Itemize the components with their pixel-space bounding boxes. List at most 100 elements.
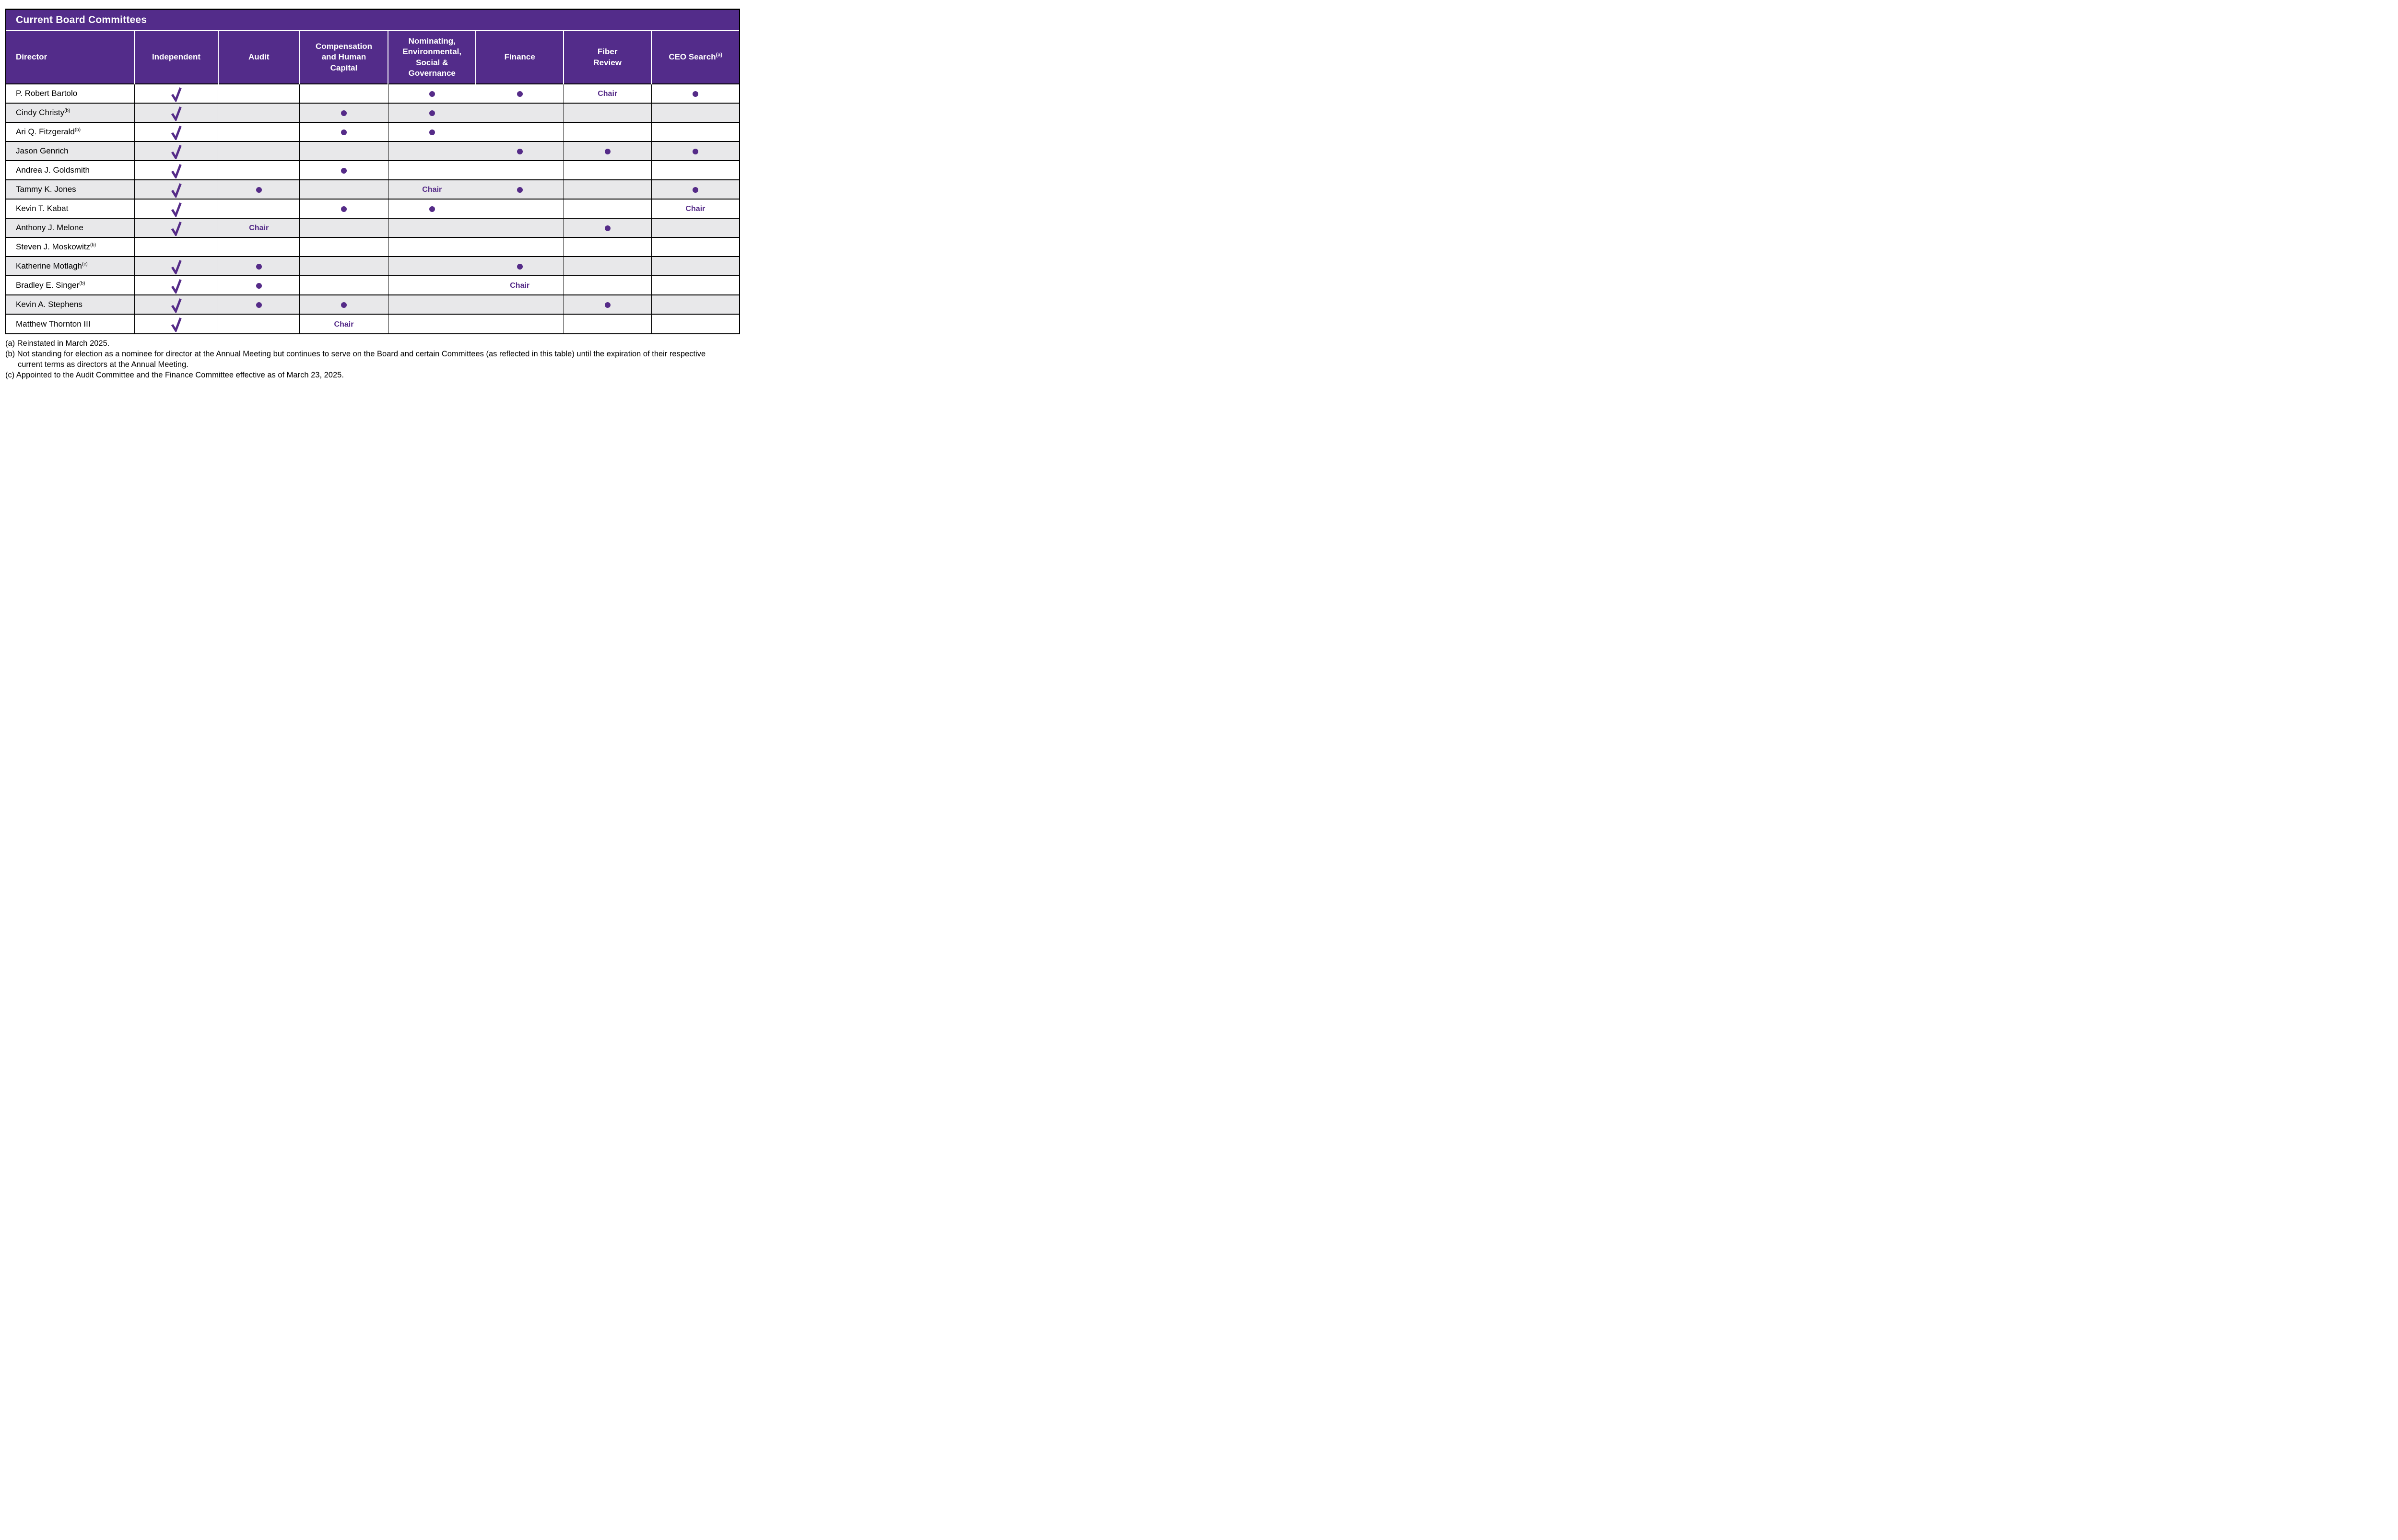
cell-nesg: Chair: [388, 179, 476, 199]
cell-finance: [475, 199, 564, 218]
header-row: Director Independent Audit Compensation and …: [6, 31, 739, 84]
independent-check-icon: [171, 106, 182, 121]
cell-finance: [475, 122, 564, 141]
table-row: Bradley E. Singer(b) Chair: [6, 275, 739, 295]
column-header-fiber: Fiber Review: [563, 31, 652, 84]
cell-ceo: [651, 314, 739, 333]
cell-finance: [475, 83, 564, 103]
committees-table: Director Independent Audit Compensation and …: [6, 31, 739, 333]
independent-check-icon: [171, 164, 182, 178]
cell-comp: [299, 103, 388, 122]
member-dot-icon: [341, 302, 347, 308]
table-row: Ari Q. Fitzgerald(b): [6, 122, 739, 141]
member-dot-icon: [604, 225, 611, 231]
superscript: (b): [79, 281, 85, 286]
cell-ceo: [651, 122, 739, 141]
cell-director: Cindy Christy(b): [6, 103, 135, 122]
cell-fiber: [563, 141, 652, 161]
director-name: Matthew Thornton III: [16, 319, 91, 329]
footnote-a: (a) Reinstated in March 2025.: [5, 339, 110, 348]
cell-fiber: [563, 179, 652, 199]
cell-ceo: [651, 256, 739, 276]
column-header-nesg: Nominating, Environmental, Social & Governa…: [388, 31, 476, 84]
cell-finance: [475, 256, 564, 276]
cell-comp: [299, 199, 388, 218]
cell-independent: [134, 294, 218, 314]
director-name: Ari Q. Fitzgerald: [16, 127, 75, 136]
cell-comp: [299, 122, 388, 141]
superscript: (a): [716, 52, 723, 58]
independent-check-icon: [171, 298, 182, 313]
chair-label: Chair: [249, 224, 269, 232]
column-header-audit: Audit: [217, 31, 300, 84]
cell-director: Tammy K. Jones: [6, 179, 135, 199]
member-dot-icon: [692, 148, 698, 154]
cell-audit: [218, 314, 300, 333]
chair-label: Chair: [334, 320, 354, 329]
cell-comp: [299, 218, 388, 237]
cell-comp: [299, 275, 388, 295]
cell-nesg: [388, 314, 476, 333]
director-name: Bradley E. Singer: [16, 281, 80, 290]
member-dot-icon: [341, 129, 347, 135]
member-dot-icon: [429, 206, 435, 212]
cell-director: Kevin T. Kabat: [6, 199, 135, 218]
cell-ceo: [651, 237, 739, 257]
cell-independent: [134, 275, 218, 295]
independent-check-icon: [171, 259, 182, 274]
cell-finance: [475, 314, 564, 333]
cell-independent: [134, 160, 218, 180]
cell-director: Katherine Motlagh(c): [6, 256, 135, 276]
column-header-comp: Compensation and Human Capital: [299, 31, 388, 84]
independent-check-icon: [171, 183, 182, 198]
cell-nesg: [388, 103, 476, 122]
table-row: Cindy Christy(b): [6, 103, 739, 122]
cell-independent: [134, 314, 218, 333]
cell-nesg: [388, 199, 476, 218]
cell-fiber: Chair: [563, 83, 652, 103]
chair-label: Chair: [598, 90, 618, 98]
cell-fiber: [563, 218, 652, 237]
table-body: P. Robert Bartolo Chair Cindy Christy(b) Ar…: [6, 83, 739, 333]
superscript: (c): [82, 261, 88, 267]
cell-finance: [475, 179, 564, 199]
cell-audit: [218, 160, 300, 180]
footnote-b-line2: current terms as directors at the Annual…: [18, 360, 188, 369]
table-header: Director Independent Audit Compensation and …: [6, 31, 739, 84]
cell-independent: [134, 179, 218, 199]
member-dot-icon: [429, 91, 435, 97]
cell-fiber: [563, 199, 652, 218]
member-dot-icon: [256, 263, 262, 270]
cell-independent: [134, 122, 218, 141]
cell-audit: [218, 294, 300, 314]
cell-finance: [475, 237, 564, 257]
cell-comp: [299, 83, 388, 103]
cell-fiber: [563, 237, 652, 257]
director-name: Anthony J. Melone: [16, 223, 83, 232]
table-row: Katherine Motlagh(c): [6, 256, 739, 276]
cell-nesg: [388, 237, 476, 257]
cell-director: Jason Genrich: [6, 141, 135, 161]
cell-finance: [475, 103, 564, 122]
cell-nesg: [388, 83, 476, 103]
independent-check-icon: [171, 125, 182, 140]
cell-fiber: [563, 314, 652, 333]
cell-director: Ari Q. Fitzgerald(b): [6, 122, 135, 141]
table-row: Steven J. Moskowitz(b): [6, 237, 739, 257]
cell-finance: [475, 294, 564, 314]
cell-nesg: [388, 294, 476, 314]
cell-audit: [218, 83, 300, 103]
table-title: Current Board Committees: [16, 14, 147, 25]
cell-ceo: [651, 218, 739, 237]
member-dot-icon: [341, 167, 347, 174]
column-header-ceo: CEO Search(a): [651, 31, 739, 84]
chair-label: Chair: [422, 186, 442, 194]
cell-finance: [475, 218, 564, 237]
cell-fiber: [563, 256, 652, 276]
column-header-finance: Finance: [475, 31, 564, 84]
cell-director: Matthew Thornton III: [6, 314, 135, 333]
member-dot-icon: [692, 187, 698, 193]
cell-audit: [218, 103, 300, 122]
member-dot-icon: [692, 91, 698, 97]
member-dot-icon: [517, 187, 523, 193]
